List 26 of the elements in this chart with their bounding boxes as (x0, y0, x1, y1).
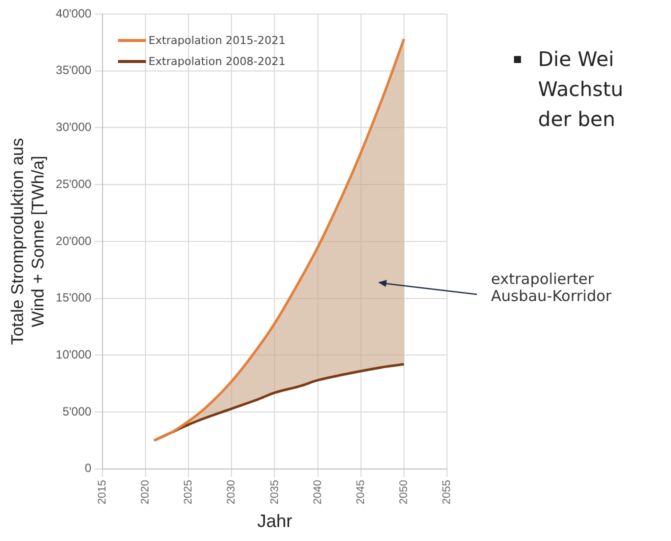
legend-label: Extrapolation 2008-2021 (148, 55, 286, 68)
text: Die Wei (538, 47, 614, 71)
x-tick-label: 2055 (441, 480, 454, 504)
y-tick-label: 25'000 (56, 176, 92, 191)
x-tick-label: 2015 (96, 480, 108, 504)
legend-label: Extrapolation 2015-2021 (148, 34, 286, 47)
text: extrapolierter Ausbau-Korridor (491, 270, 612, 305)
text: Wachstu (538, 77, 624, 101)
text: der ben (538, 107, 616, 131)
y-tick-label: 35'000 (56, 63, 92, 78)
x-tick-label: 2050 (398, 480, 410, 504)
x-tick-label: 2040 (312, 480, 324, 504)
y-tick-label: 10'000 (56, 348, 92, 362)
x-axis-title: Jahr (257, 511, 292, 532)
x-tick-label: 2045 (354, 480, 367, 504)
y-tick-label: 20'000 (56, 234, 92, 248)
x-tick-label: 2025 (182, 480, 195, 504)
y-tick-label: 5'000 (62, 404, 92, 418)
y-tick-label: 30'000 (56, 120, 92, 134)
y-axis-title: Totale Stromproduktion aus Wind + Sonne [TWh/a] (8, 138, 48, 345)
x-tick-label: 2020 (140, 480, 152, 504)
y-tick-label: 15'000 (56, 290, 92, 305)
x-tick-label: 2030 (226, 480, 238, 504)
x-tick-label: 2035 (268, 480, 281, 504)
y-tick-label: 0 (84, 461, 92, 476)
y-tick-label: 40'000 (56, 6, 92, 20)
